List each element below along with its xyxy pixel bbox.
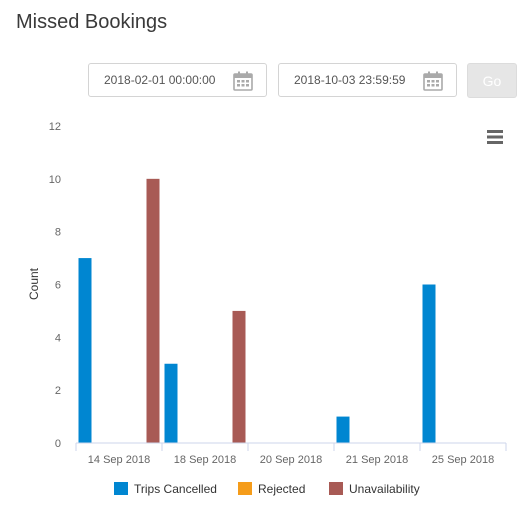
legend-swatch bbox=[329, 482, 343, 495]
y-tick-label: 12 bbox=[49, 121, 61, 133]
bar-unavailability[interactable] bbox=[146, 178, 160, 444]
legend-swatch bbox=[238, 482, 252, 495]
go-button[interactable]: Go bbox=[467, 63, 517, 98]
x-tick-label: 18 Sep 2018 bbox=[174, 454, 236, 466]
legend-item-rejected[interactable]: Rejected bbox=[238, 482, 305, 496]
legend-label: Rejected bbox=[258, 482, 305, 496]
bar-unavailability[interactable] bbox=[232, 310, 246, 443]
start-date-input[interactable]: 2018-02-01 00:00:00 bbox=[88, 63, 267, 97]
calendar-icon[interactable] bbox=[232, 70, 254, 92]
x-tick-label: 14 Sep 2018 bbox=[88, 454, 150, 466]
legend-item-trips-cancelled[interactable]: Trips Cancelled bbox=[114, 482, 217, 496]
page-title: Missed Bookings bbox=[16, 11, 168, 33]
y-tick-label: 4 bbox=[55, 332, 61, 344]
hamburger-menu-icon[interactable] bbox=[484, 128, 506, 146]
start-date-value: 2018-02-01 00:00:00 bbox=[104, 73, 216, 87]
y-tick-label: 10 bbox=[49, 174, 61, 186]
bar-trips-cancelled[interactable] bbox=[164, 363, 178, 443]
end-date-value: 2018-10-03 23:59:59 bbox=[294, 73, 406, 87]
end-date-input[interactable]: 2018-10-03 23:59:59 bbox=[278, 63, 457, 97]
x-tick-label: 21 Sep 2018 bbox=[346, 454, 408, 466]
bar-trips-cancelled[interactable] bbox=[78, 258, 92, 443]
bar-trips-cancelled[interactable] bbox=[422, 284, 436, 444]
y-tick-label: 2 bbox=[55, 385, 61, 397]
bar-trips-cancelled[interactable] bbox=[336, 416, 350, 443]
legend-label: Unavailability bbox=[349, 482, 420, 496]
calendar-icon[interactable] bbox=[422, 70, 444, 92]
legend-item-unavailability[interactable]: Unavailability bbox=[329, 482, 420, 496]
legend-swatch bbox=[114, 482, 128, 495]
legend-label: Trips Cancelled bbox=[134, 482, 217, 496]
y-tick-label: 8 bbox=[55, 227, 61, 239]
x-tick-label: 20 Sep 2018 bbox=[260, 454, 322, 466]
x-tick-label: 25 Sep 2018 bbox=[432, 454, 494, 466]
y-tick-label: 6 bbox=[55, 280, 61, 292]
y-axis-title: Count bbox=[27, 267, 41, 300]
y-tick-label: 0 bbox=[55, 438, 61, 450]
